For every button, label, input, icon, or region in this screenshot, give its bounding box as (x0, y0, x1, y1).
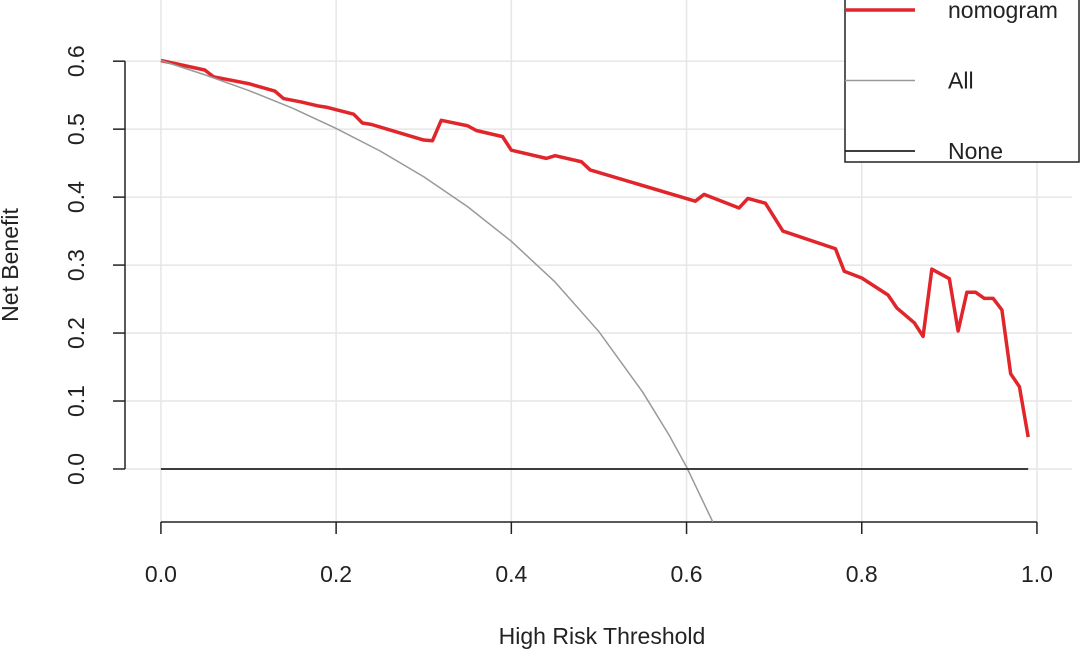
y-tick-label: 0.4 (63, 181, 89, 213)
y-tick-label: 0.3 (63, 249, 89, 281)
y-axis-label: Net Benefit (0, 208, 23, 322)
x-tick-label: 1.0 (1021, 561, 1053, 587)
y-tick-label: 0.1 (63, 385, 89, 417)
y-tick-label: 0.5 (63, 113, 89, 145)
legend-label: All (948, 68, 974, 94)
legend-label: nomogram (948, 0, 1058, 23)
y-tick-label: 0.0 (63, 453, 89, 485)
y-tick-label: 0.6 (63, 45, 89, 77)
x-tick-label: 0.2 (320, 561, 352, 587)
x-axis-label: High Risk Threshold (499, 623, 706, 649)
line-series (160, 59, 714, 522)
line-series (160, 58, 1030, 438)
plot-area (160, 58, 1030, 522)
legend-label: None (948, 138, 1003, 164)
x-tick-label: 0.4 (495, 561, 527, 587)
x-tick-label: 0.8 (846, 561, 878, 587)
x-tick-label: 0.0 (145, 561, 177, 587)
y-tick-label: 0.2 (63, 317, 89, 349)
x-tick-label: 0.6 (671, 561, 703, 587)
